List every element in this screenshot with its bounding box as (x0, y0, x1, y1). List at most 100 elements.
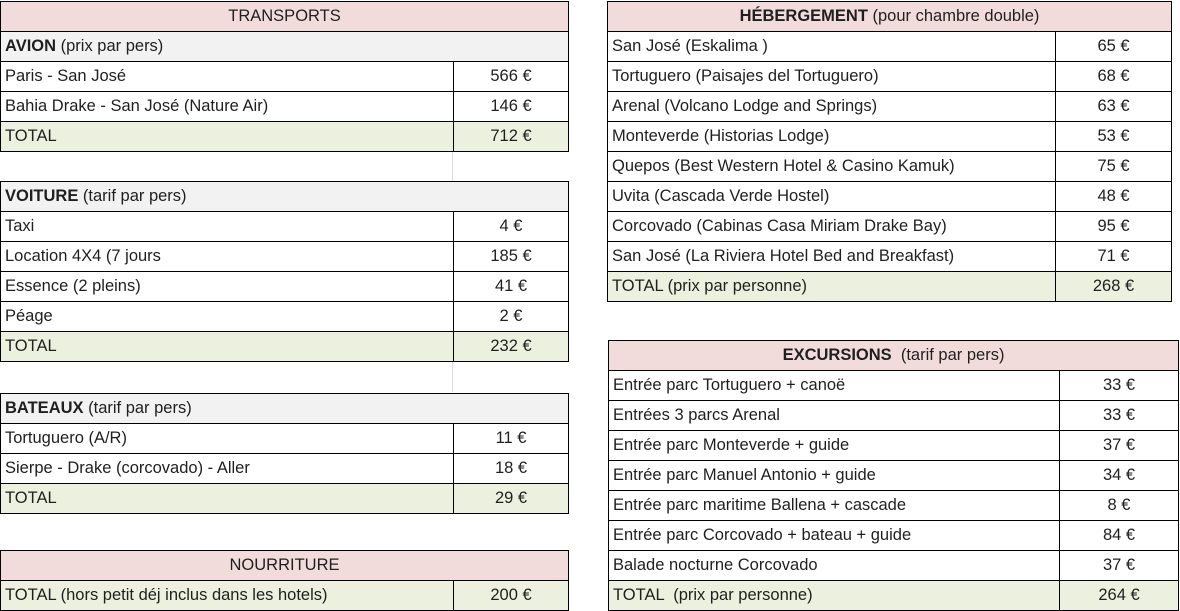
row-value: 2 € (452, 301, 570, 332)
total-label: TOTAL (hors petit déj inclus dans les ho… (0, 580, 454, 611)
row-label: Bahia Drake - San José (Nature Air) (0, 91, 454, 122)
table-row: Tortuguero (A/R) 11 € (0, 423, 570, 454)
row-value: 75 € (1054, 151, 1173, 182)
row-label: San José (Eskalima ) (607, 31, 1056, 62)
voiture-heading: VOITURE (tarif par pers) (0, 181, 570, 212)
total-value: 712 € (453, 121, 569, 152)
row-label: Entrée parc Manuel Antonio + guide (608, 460, 1060, 491)
total-row: TOTAL 712 € (0, 121, 569, 152)
table-row: Péage 2 € (0, 301, 570, 332)
row-label: Arenal (Volcano Lodge and Springs) (607, 91, 1056, 122)
row-value: 53 € (1054, 121, 1173, 152)
row-label: Tortuguero (A/R) (0, 423, 454, 454)
row-label: San José (La Riviera Hotel Bed and Break… (607, 241, 1056, 272)
row-label: Entrée parc Corcovado + bateau + guide (608, 520, 1060, 551)
table-row: Entrée parc Manuel Antonio + guide 34 € (608, 460, 1180, 491)
row-label: Tortuguero (Paisajes del Tortuguero) (607, 61, 1056, 92)
table-row: Balade nocturne Corcovado 37 € (608, 550, 1180, 581)
transports-title: TRANSPORTS (0, 1, 569, 32)
total-label: TOTAL (0, 331, 454, 362)
table-row: Bahia Drake - San José (Nature Air) 146 … (0, 91, 569, 122)
table-row: Entrées 3 parcs Arenal 33 € (608, 400, 1180, 431)
row-value: 68 € (1054, 61, 1173, 92)
row-label: Taxi (0, 211, 454, 242)
table-row: Taxi 4 € (0, 211, 570, 242)
avion-heading: AVION (prix par pers) (0, 31, 569, 62)
row-label: Monteverde (Historias Lodge) (607, 121, 1056, 152)
row-value: 84 € (1058, 520, 1180, 551)
hebergement-title: HÉBERGEMENT (pour chambre double) (606, 1, 1173, 32)
total-label: TOTAL (prix par personne) (607, 271, 1056, 302)
row-value: 33 € (1058, 400, 1180, 431)
total-label: TOTAL (0, 121, 454, 152)
table-row: Quepos (Best Western Hotel & Casino Kamu… (607, 151, 1173, 182)
table-row: Location 4X4 (7 jours 185 € (0, 241, 570, 272)
row-label: Paris - San José (0, 61, 454, 92)
row-label: Entrée parc Tortuguero + canoë (608, 370, 1060, 401)
hebergement-header: HÉBERGEMENT (pour chambre double) (606, 1, 1173, 32)
transports-header: TRANSPORTS (0, 1, 569, 32)
voiture-heading-row: VOITURE (tarif par pers) (0, 181, 570, 212)
total-value: 29 € (452, 483, 570, 514)
row-value: 65 € (1054, 31, 1173, 62)
table-row: Entrée parc Monteverde + guide 37 € (608, 430, 1180, 461)
table-row: San José (Eskalima ) 65 € (607, 31, 1173, 62)
nourriture-table: NOURRITURE TOTAL (hors petit déj inclus … (0, 550, 569, 611)
total-value: 232 € (452, 331, 570, 362)
row-label: Location 4X4 (7 jours (0, 241, 454, 272)
row-value: 4 € (452, 211, 570, 242)
row-value: 8 € (1058, 490, 1180, 521)
total-value: 200 € (453, 580, 569, 611)
bateaux-table: BATEAUX (tarif par pers) Tortuguero (A/R… (0, 393, 570, 514)
excursions-header: EXCURSIONS (tarif par pers) (607, 340, 1180, 371)
row-value: 185 € (452, 241, 570, 272)
table-row: Uvita (Cascada Verde Hostel) 48 € (607, 181, 1173, 212)
total-row: TOTAL (hors petit déj inclus dans les ho… (0, 580, 569, 611)
nourriture-header: NOURRITURE (0, 550, 569, 581)
row-label: Sierpe - Drake (corcovado) - Aller (0, 453, 454, 484)
row-value: 37 € (1058, 430, 1180, 461)
row-value: 33 € (1058, 370, 1180, 401)
table-row: Entrée parc Corcovado + bateau + guide 8… (608, 520, 1180, 551)
gridline (452, 150, 453, 186)
transports-table: TRANSPORTS AVION (prix par pers) Paris -… (0, 1, 569, 152)
row-value: 37 € (1058, 550, 1180, 581)
row-value: 566 € (453, 61, 569, 92)
row-value: 11 € (452, 423, 570, 454)
table-row: Paris - San José 566 € (0, 61, 569, 92)
total-label: TOTAL (0, 483, 454, 514)
total-row: TOTAL 232 € (0, 331, 570, 362)
table-row: Entrée parc maritime Ballena + cascade 8… (608, 490, 1180, 521)
row-label: Quepos (Best Western Hotel & Casino Kamu… (607, 151, 1056, 182)
row-value: 34 € (1058, 460, 1180, 491)
gridline (452, 362, 453, 392)
total-value: 264 € (1058, 580, 1180, 611)
table-row: Essence (2 pleins) 41 € (0, 271, 570, 302)
bateaux-heading: BATEAUX (tarif par pers) (0, 393, 570, 424)
table-row: Corcovado (Cabinas Casa Miriam Drake Bay… (607, 211, 1173, 242)
row-label: Entrée parc maritime Ballena + cascade (608, 490, 1060, 521)
row-label: Corcovado (Cabinas Casa Miriam Drake Bay… (607, 211, 1056, 242)
row-label: Essence (2 pleins) (0, 271, 454, 302)
row-value: 146 € (453, 91, 569, 122)
voiture-table: VOITURE (tarif par pers) Taxi 4 € Locati… (0, 181, 570, 362)
row-value: 95 € (1054, 211, 1173, 242)
hebergement-table: HÉBERGEMENT (pour chambre double) San Jo… (606, 1, 1173, 302)
row-value: 48 € (1054, 181, 1173, 212)
row-value: 41 € (452, 271, 570, 302)
table-row: Monteverde (Historias Lodge) 53 € (607, 121, 1173, 152)
row-value: 63 € (1054, 91, 1173, 122)
row-label: Uvita (Cascada Verde Hostel) (607, 181, 1056, 212)
total-row: TOTAL (prix par personne) 264 € (608, 580, 1180, 611)
nourriture-title: NOURRITURE (0, 550, 569, 581)
table-row: San José (La Riviera Hotel Bed and Break… (607, 241, 1173, 272)
bateaux-heading-row: BATEAUX (tarif par pers) (0, 393, 570, 424)
row-value: 18 € (452, 453, 570, 484)
row-label: Balade nocturne Corcovado (608, 550, 1060, 581)
table-row: Sierpe - Drake (corcovado) - Aller 18 € (0, 453, 570, 484)
row-label: Péage (0, 301, 454, 332)
total-row: TOTAL (prix par personne) 268 € (607, 271, 1173, 302)
table-row: Arenal (Volcano Lodge and Springs) 63 € (607, 91, 1173, 122)
excursions-table: EXCURSIONS (tarif par pers) Entrée parc … (607, 340, 1180, 611)
row-label: Entrée parc Monteverde + guide (608, 430, 1060, 461)
